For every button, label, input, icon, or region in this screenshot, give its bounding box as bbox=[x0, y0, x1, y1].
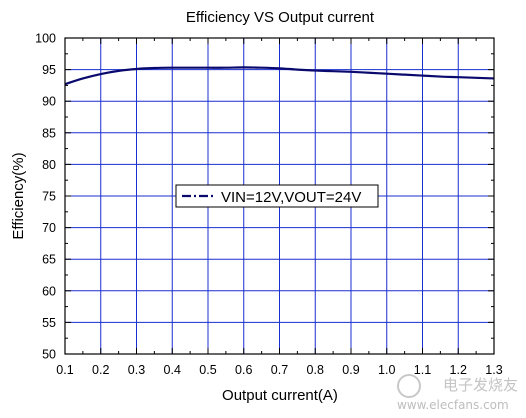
y-tick-label: 80 bbox=[42, 158, 56, 172]
y-tick-label: 50 bbox=[42, 348, 56, 362]
legend-box bbox=[175, 184, 379, 208]
y-tick-label: 95 bbox=[42, 63, 56, 77]
x-tick-label: 1.2 bbox=[450, 363, 467, 377]
x-tick-label: 0.6 bbox=[235, 363, 252, 377]
y-tick-label: 100 bbox=[35, 32, 56, 46]
legend: VIN=12V,VOUT=24V bbox=[175, 184, 379, 208]
watermark: 电子发烧友 www.elecfans.com bbox=[396, 374, 518, 412]
x-tick-label: 0.9 bbox=[342, 363, 359, 377]
x-tick-label: 0.3 bbox=[128, 363, 145, 377]
x-tick-label: 1.0 bbox=[378, 363, 395, 377]
y-tick-label: 55 bbox=[42, 316, 56, 330]
y-tick-label: 65 bbox=[42, 253, 56, 267]
x-tick-labels: 0.1 0.2 0.3 0.4 0.5 0.6 0.7 0.8 0.9 1.0 1.1 1.2 1.3 bbox=[56, 363, 502, 377]
y-tick-labels: 50 55 60 65 70 75 80 85 90 95 100 bbox=[35, 32, 56, 362]
x-tick-label: 0.8 bbox=[307, 363, 324, 377]
x-tick-label: 1.3 bbox=[485, 363, 502, 377]
series-line bbox=[64, 66, 495, 86]
plot-frame bbox=[64, 37, 495, 355]
legend-label: VIN=12V,VOUT=24V bbox=[221, 189, 361, 206]
x-tick-label: 0.7 bbox=[271, 363, 288, 377]
x-axis-label: Output current(A) bbox=[222, 387, 338, 404]
chart-title: Efficiency VS Output current bbox=[186, 9, 375, 26]
x-tick-label: 0.2 bbox=[92, 363, 109, 377]
x-tick-label: 0.1 bbox=[56, 363, 73, 377]
watermark-title: 电子发烧友 bbox=[442, 375, 518, 394]
x-tick-label: 0.4 bbox=[164, 363, 181, 377]
y-tick-label: 90 bbox=[42, 95, 56, 109]
y-tick-label: 70 bbox=[42, 221, 56, 235]
y-axis-label: Efficiency(%) bbox=[10, 152, 27, 239]
watermark-url: www.elecfans.com bbox=[396, 398, 509, 412]
x-tick-label: 0.5 bbox=[199, 363, 216, 377]
series-layer bbox=[64, 66, 495, 86]
watermark-logo-icon bbox=[396, 374, 421, 398]
y-tick-label: 75 bbox=[42, 190, 56, 204]
y-tick-label: 85 bbox=[42, 126, 56, 140]
y-tick-label: 60 bbox=[42, 284, 56, 298]
x-tick-label: 1.1 bbox=[414, 363, 431, 377]
